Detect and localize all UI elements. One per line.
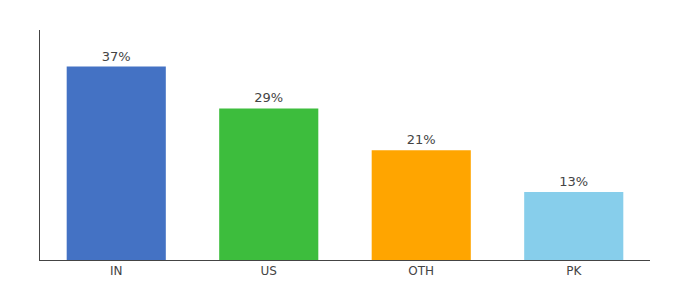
svg-text:29%: 29% <box>254 90 283 105</box>
svg-text:US: US <box>261 264 277 278</box>
svg-text:21%: 21% <box>407 132 436 147</box>
svg-text:IN: IN <box>110 264 123 278</box>
svg-text:PK: PK <box>566 264 582 278</box>
svg-text:OTH: OTH <box>408 264 434 278</box>
svg-text:37%: 37% <box>102 49 131 64</box>
svg-text:13%: 13% <box>559 174 588 189</box>
